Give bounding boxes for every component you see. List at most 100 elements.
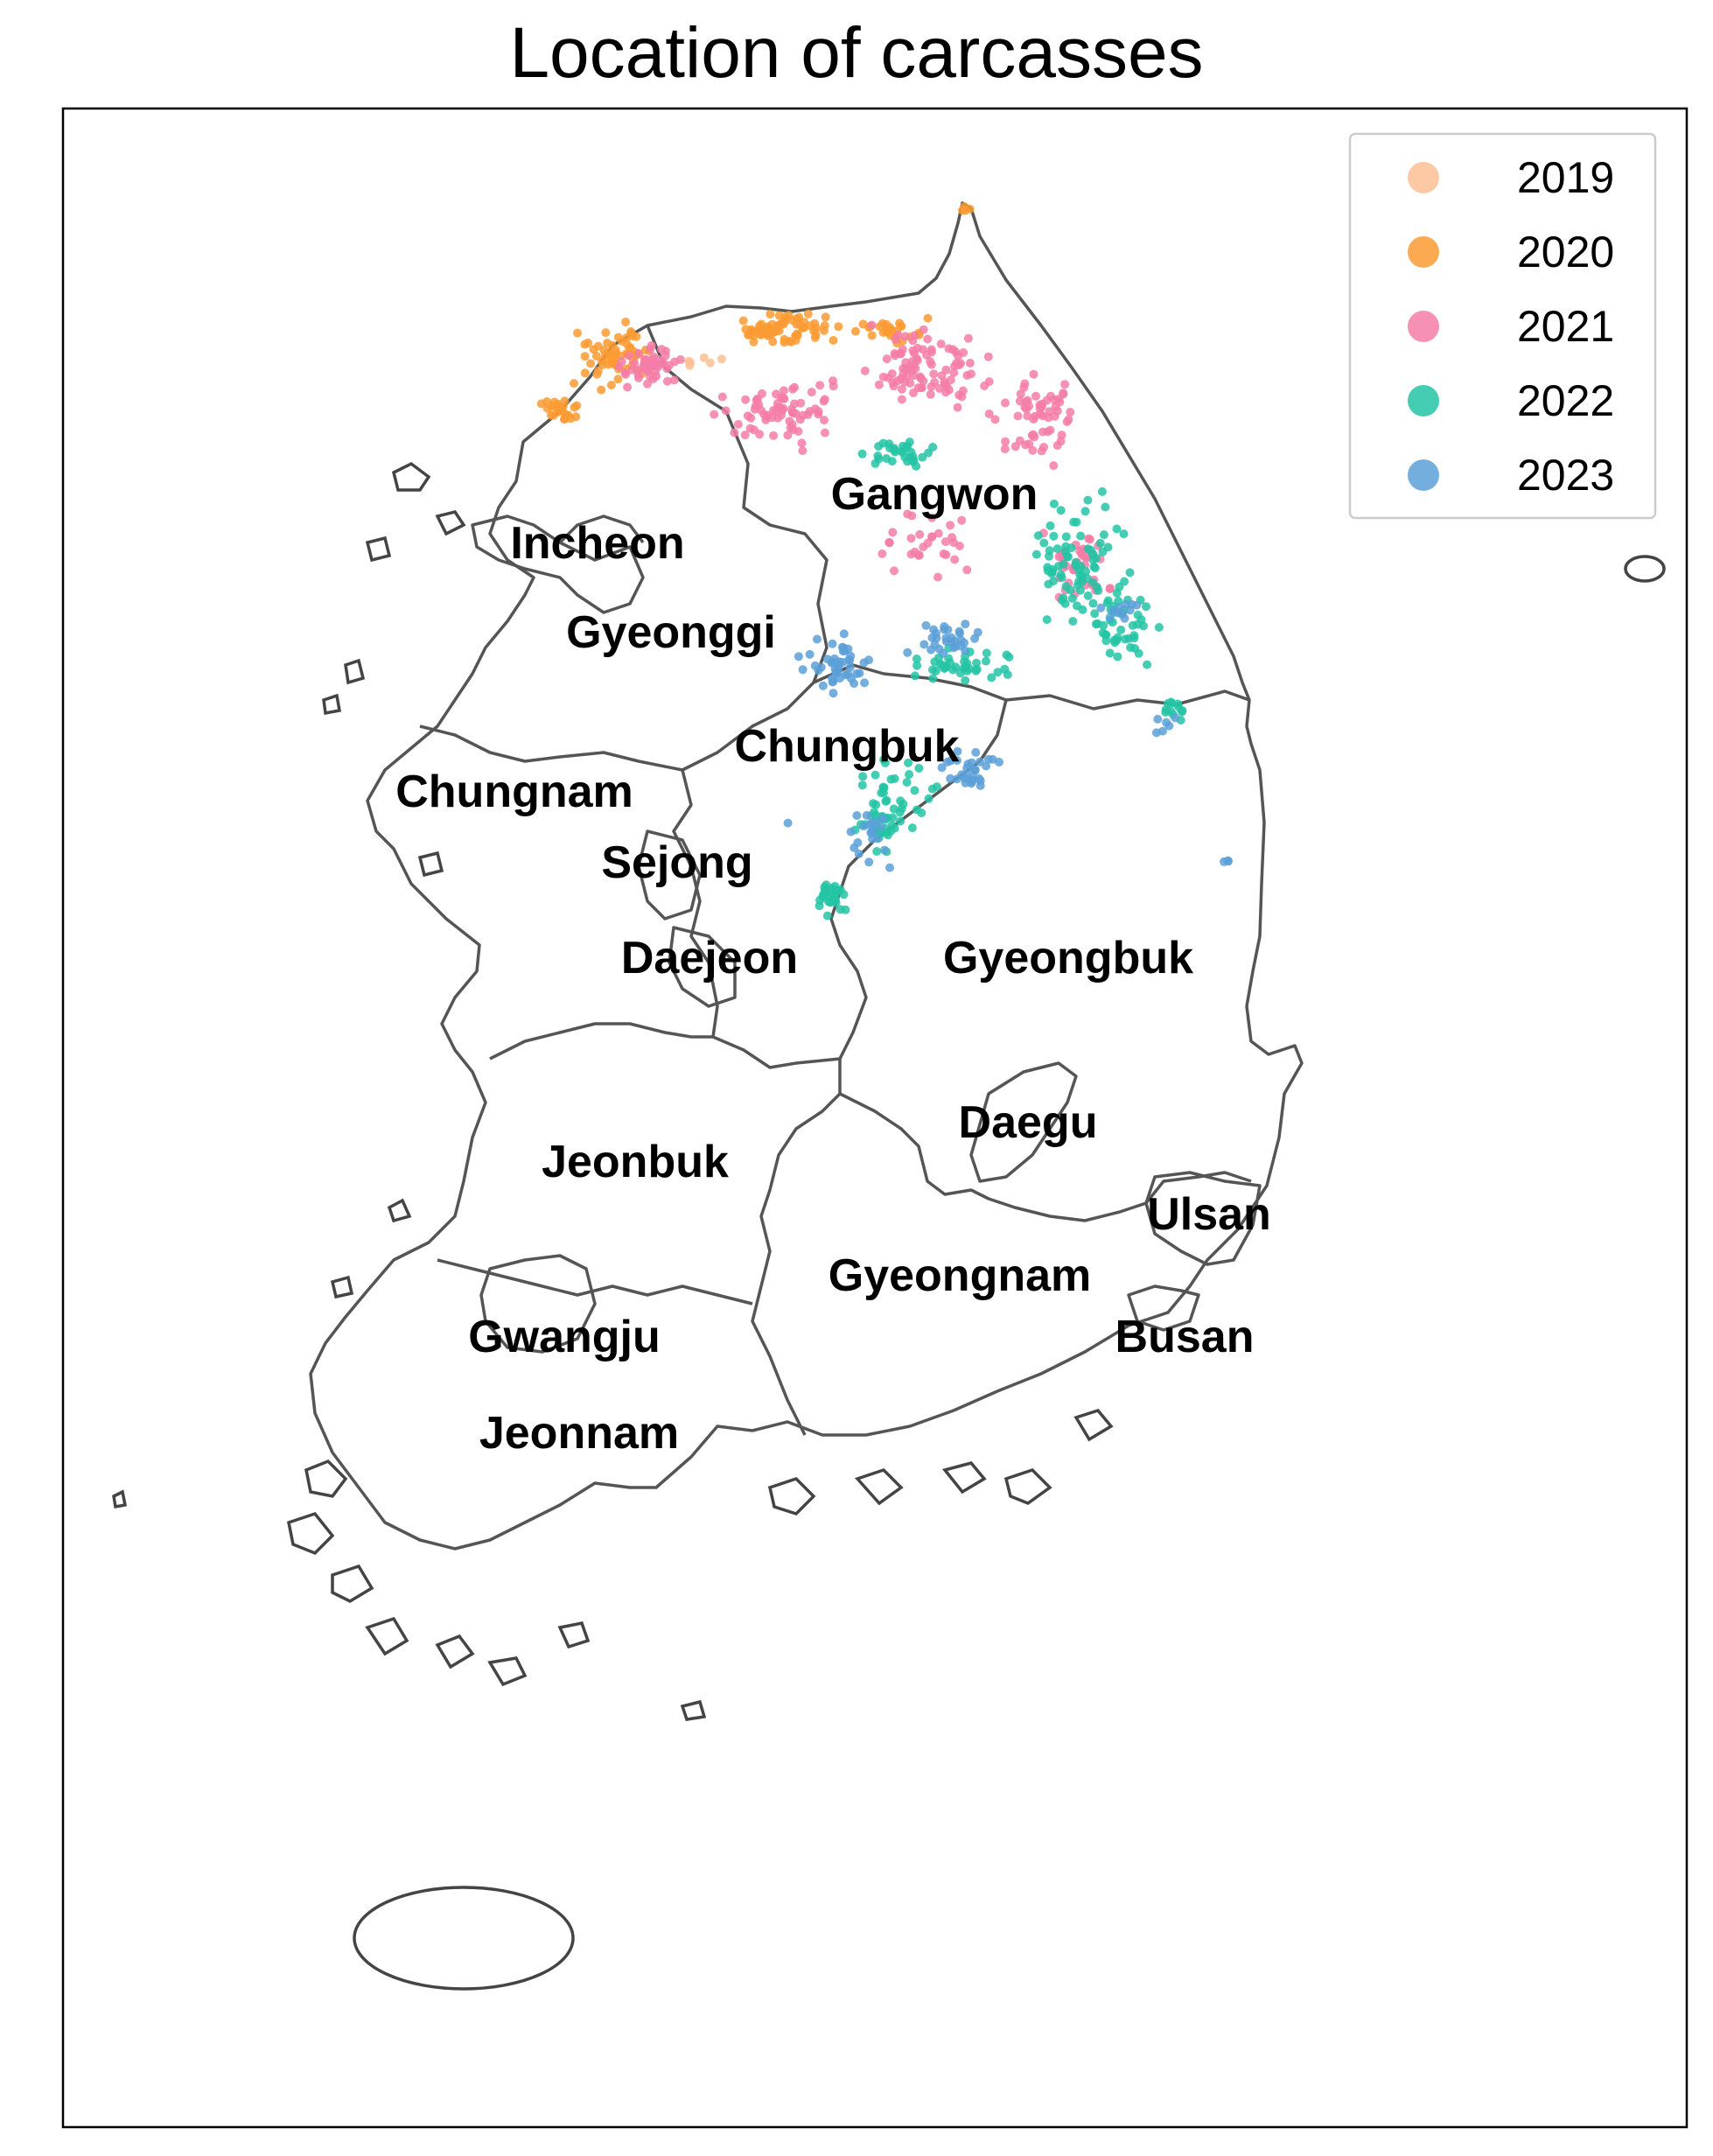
carcass-point [971, 747, 981, 757]
carcass-point [933, 528, 943, 538]
carcass-point [896, 796, 905, 806]
carcass-point [1083, 591, 1093, 600]
carcass-point [1075, 570, 1085, 579]
carcass-point [852, 811, 862, 820]
carcass-point [1000, 664, 1010, 674]
label-sejong: Sejong [601, 837, 752, 888]
carcass-point [766, 310, 775, 318]
carcass-point [895, 808, 905, 817]
carcass-point [860, 366, 870, 375]
carcass-point [1023, 411, 1032, 421]
legend-label-2022: 2022 [1517, 376, 1614, 425]
carcass-point [845, 662, 855, 672]
carcass-point [1052, 406, 1062, 416]
carcass-point [1125, 568, 1135, 578]
carcass-point [661, 351, 670, 360]
carcass-point [940, 622, 949, 631]
carcass-point [982, 648, 991, 658]
carcass-point [891, 334, 900, 344]
carcass-point [573, 328, 582, 338]
carcass-point [627, 365, 637, 374]
carcass-point [1045, 546, 1054, 556]
carcass-point [1101, 502, 1110, 512]
incheon-islands [365, 461, 466, 563]
carcass-point [821, 312, 830, 322]
carcass-point [954, 390, 964, 400]
carcass-point [1143, 660, 1152, 669]
carcass-point [931, 666, 940, 676]
legend-item-2019: 2019 [1408, 153, 1614, 202]
carcass-point [805, 649, 815, 659]
carcass-point [946, 521, 955, 530]
carcass-point [1091, 620, 1101, 629]
carcass-point [923, 313, 933, 323]
carcass-point [1046, 391, 1055, 401]
carcass-point [858, 772, 868, 781]
carcass-point [815, 895, 825, 905]
border-gyeongbuk-gyeongnam [839, 1092, 1252, 1222]
carcass-point [883, 326, 892, 334]
carcass-point [630, 359, 640, 368]
carcass-point [1016, 389, 1025, 399]
carcass-point [950, 555, 960, 564]
label-jeonbuk: Jeonbuk [542, 1137, 729, 1187]
carcass-point [830, 664, 840, 674]
carcass-point [1090, 564, 1100, 573]
label-gyeongbuk: Gyeongbuk [943, 933, 1193, 984]
carcass-point [906, 534, 916, 543]
carcass-point [820, 326, 829, 335]
carcass-point [1031, 550, 1041, 559]
carcass-point [811, 330, 821, 340]
carcass-point [836, 905, 845, 914]
carcass-point [1001, 398, 1010, 408]
carcass-point [870, 817, 879, 827]
carcass-point [872, 847, 882, 856]
carcass-point [937, 371, 947, 381]
carcass-point [1117, 610, 1127, 619]
carcass-point [1134, 648, 1143, 658]
carcass-point [960, 202, 969, 212]
carcass-point [752, 394, 762, 403]
carcass-point [794, 427, 803, 436]
carcass-point [1052, 441, 1062, 451]
southwest-archipelago [286, 1459, 707, 1721]
carcass-point [884, 538, 894, 548]
legend-item-2020: 2020 [1408, 228, 1614, 276]
carcass-point [1113, 633, 1122, 642]
carcass-point [868, 834, 877, 844]
carcass-point [980, 382, 989, 390]
carcass-point [783, 430, 793, 440]
carcass-point [580, 352, 590, 361]
carcass-point [743, 411, 752, 421]
carcass-point [951, 642, 961, 651]
carcass-point [828, 639, 837, 648]
carcass-point [1057, 430, 1066, 440]
carcass-point [983, 352, 993, 361]
carcass-point [829, 897, 837, 906]
carcass-point [669, 375, 679, 385]
carcass-point [774, 311, 784, 320]
carcass-point [948, 665, 958, 675]
carcass-point [1095, 538, 1105, 548]
carcass-point [874, 442, 884, 452]
carcass-point [918, 452, 927, 462]
carcass-point [834, 322, 843, 332]
label-ulsan: Ulsan [1147, 1189, 1271, 1240]
carcass-point [963, 333, 973, 343]
legend-marker-2021 [1408, 311, 1439, 342]
carcass-point [953, 756, 961, 766]
label-daegu: Daegu [959, 1097, 1098, 1148]
carcass-point [857, 780, 867, 790]
carcass-point [632, 332, 641, 341]
border-gyeonggi-chungnam [419, 681, 815, 772]
carcass-point [805, 407, 815, 416]
carcass-point [860, 678, 870, 688]
carcass-point [877, 788, 886, 798]
carcass-point [603, 339, 612, 347]
carcass-point [756, 325, 765, 334]
carcass-point [946, 774, 955, 783]
legend-marker-2023 [1408, 459, 1439, 491]
carcass-point [867, 331, 877, 340]
border-chungbuk-chungnam [672, 769, 841, 1069]
